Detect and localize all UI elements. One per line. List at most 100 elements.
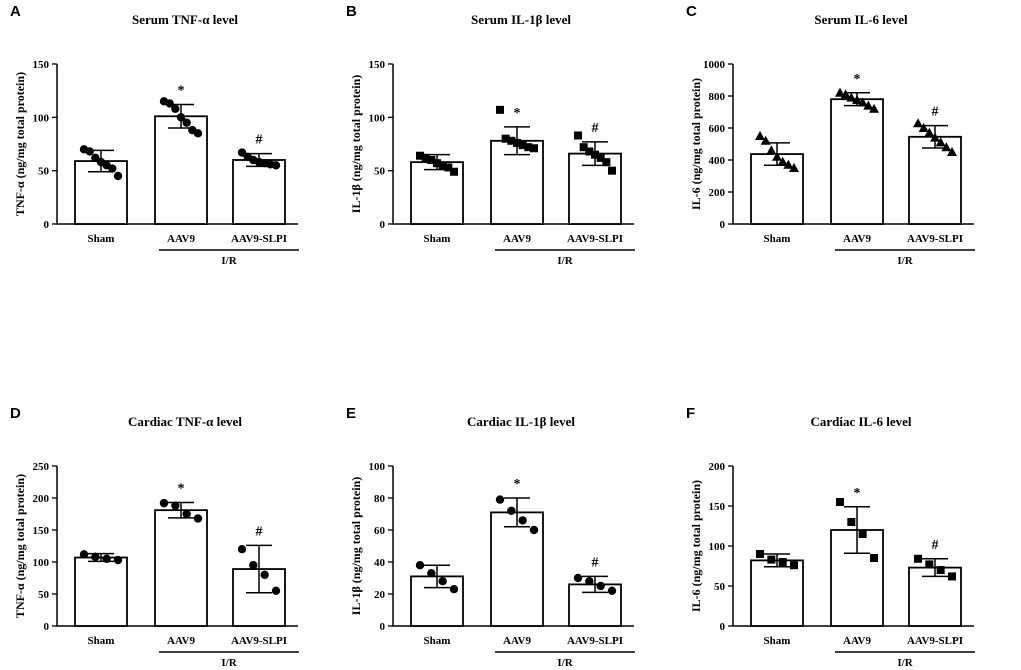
category-label: AAV9 xyxy=(843,233,871,245)
data-point xyxy=(507,506,516,515)
significance-star: * xyxy=(854,486,861,501)
data-point xyxy=(415,561,425,570)
data-point xyxy=(591,150,599,159)
y-tick-label: 0 xyxy=(44,219,50,231)
y-tick-label: 400 xyxy=(709,155,726,167)
data-point xyxy=(870,554,878,562)
data-point xyxy=(530,144,538,153)
category-label: Sham xyxy=(88,635,115,647)
data-point xyxy=(925,560,934,569)
category-label: Sham xyxy=(764,635,791,647)
group-label: I/R xyxy=(221,657,237,669)
panel-e: E Cardiac IL-1β level IL-1β (ng/mg total p… xyxy=(346,405,635,669)
significance-star: * xyxy=(178,481,185,496)
y-tick-label: 150 xyxy=(33,59,50,71)
y-tick-label: 150 xyxy=(33,525,50,537)
data-point xyxy=(416,151,424,160)
data-point xyxy=(513,138,521,147)
data-point xyxy=(789,163,799,172)
category-label: AAV9-SLPI xyxy=(567,233,623,245)
data-point xyxy=(947,147,957,156)
category-label: AAV9-SLPI xyxy=(231,635,287,647)
data-point xyxy=(766,145,777,155)
chart-title: Serum IL-1β level xyxy=(471,12,571,27)
y-tick-label: 250 xyxy=(33,461,50,473)
y-tick-label: 600 xyxy=(709,123,726,135)
data-point xyxy=(602,158,611,167)
data-point xyxy=(176,113,186,122)
data-point xyxy=(171,104,180,114)
data-point xyxy=(165,99,174,108)
significance-hash: # xyxy=(592,555,599,570)
panel-letter: B xyxy=(346,3,357,20)
data-point xyxy=(585,147,594,156)
category-label: Sham xyxy=(88,233,115,245)
significance-hash: # xyxy=(256,133,263,148)
panel-letter: E xyxy=(346,405,356,422)
significance-hash: # xyxy=(932,538,939,553)
panel-letter: C xyxy=(686,3,697,20)
chart-title: Serum TNF-α level xyxy=(132,12,238,27)
data-point xyxy=(596,153,605,162)
data-point xyxy=(495,495,505,504)
group-label: I/R xyxy=(221,255,237,267)
data-point xyxy=(869,103,879,113)
data-point xyxy=(193,129,203,138)
y-tick-label: 0 xyxy=(720,219,726,231)
significance-star: * xyxy=(854,72,861,87)
data-point xyxy=(518,516,527,525)
data-point xyxy=(936,566,945,574)
data-point xyxy=(755,131,765,140)
category-label: AAV9 xyxy=(843,635,871,647)
category-label: AAV9-SLPI xyxy=(567,635,623,647)
y-axis-label: IL-1β (ng/mg total protein) xyxy=(349,477,363,615)
bar-sham xyxy=(750,559,804,627)
y-tick-label: 0 xyxy=(380,219,386,231)
data-point xyxy=(847,518,856,526)
data-point xyxy=(840,89,851,99)
y-tick-label: 50 xyxy=(38,166,50,178)
data-point xyxy=(846,92,857,102)
chart-title: Cardiac TNF-α level xyxy=(128,414,242,429)
panel-c: C Serum IL-6 level IL-6 (ng/mg total prote… xyxy=(686,3,975,267)
data-point xyxy=(102,554,111,563)
data-point xyxy=(608,166,616,175)
data-point xyxy=(607,586,617,595)
y-axis-label: TNF-α (ng/mg total protein) xyxy=(13,474,27,618)
y-tick-label: 50 xyxy=(714,581,726,593)
data-point xyxy=(863,100,874,110)
data-point xyxy=(778,558,787,566)
data-point xyxy=(79,550,89,559)
y-tick-label: 200 xyxy=(709,461,726,473)
data-point xyxy=(760,135,771,145)
significance-hash: # xyxy=(256,524,263,539)
category-label: AAV9 xyxy=(167,635,195,647)
data-point xyxy=(450,167,458,176)
data-point xyxy=(579,143,588,152)
data-point xyxy=(767,555,776,564)
data-point xyxy=(427,156,436,164)
y-axis-label: TNF-α (ng/mg total protein) xyxy=(13,72,27,216)
data-point xyxy=(182,118,191,127)
bar-aav9 xyxy=(154,509,208,627)
data-point xyxy=(507,136,516,145)
data-point xyxy=(449,585,459,594)
group-label: I/R xyxy=(557,255,573,267)
data-point xyxy=(237,545,247,554)
chart-title: Serum IL-6 level xyxy=(814,12,908,27)
significance-star: * xyxy=(514,477,521,492)
category-label: Sham xyxy=(424,635,451,647)
data-point xyxy=(171,501,180,510)
bar-sham xyxy=(74,556,128,627)
panel-a: A Serum TNF-α level TNF-α (ng/mg total pro… xyxy=(10,3,299,267)
data-point xyxy=(913,118,923,128)
y-axis-label: IL-1β (ng/mg total protein) xyxy=(349,75,363,213)
y-tick-label: 20 xyxy=(374,589,386,601)
y-tick-label: 200 xyxy=(709,187,726,199)
y-tick-label: 100 xyxy=(369,112,386,124)
significance-star: * xyxy=(514,106,521,121)
y-tick-label: 50 xyxy=(374,166,386,178)
bar-aav9 xyxy=(154,115,208,225)
data-point xyxy=(433,159,441,168)
bar-aav9 xyxy=(830,98,884,225)
